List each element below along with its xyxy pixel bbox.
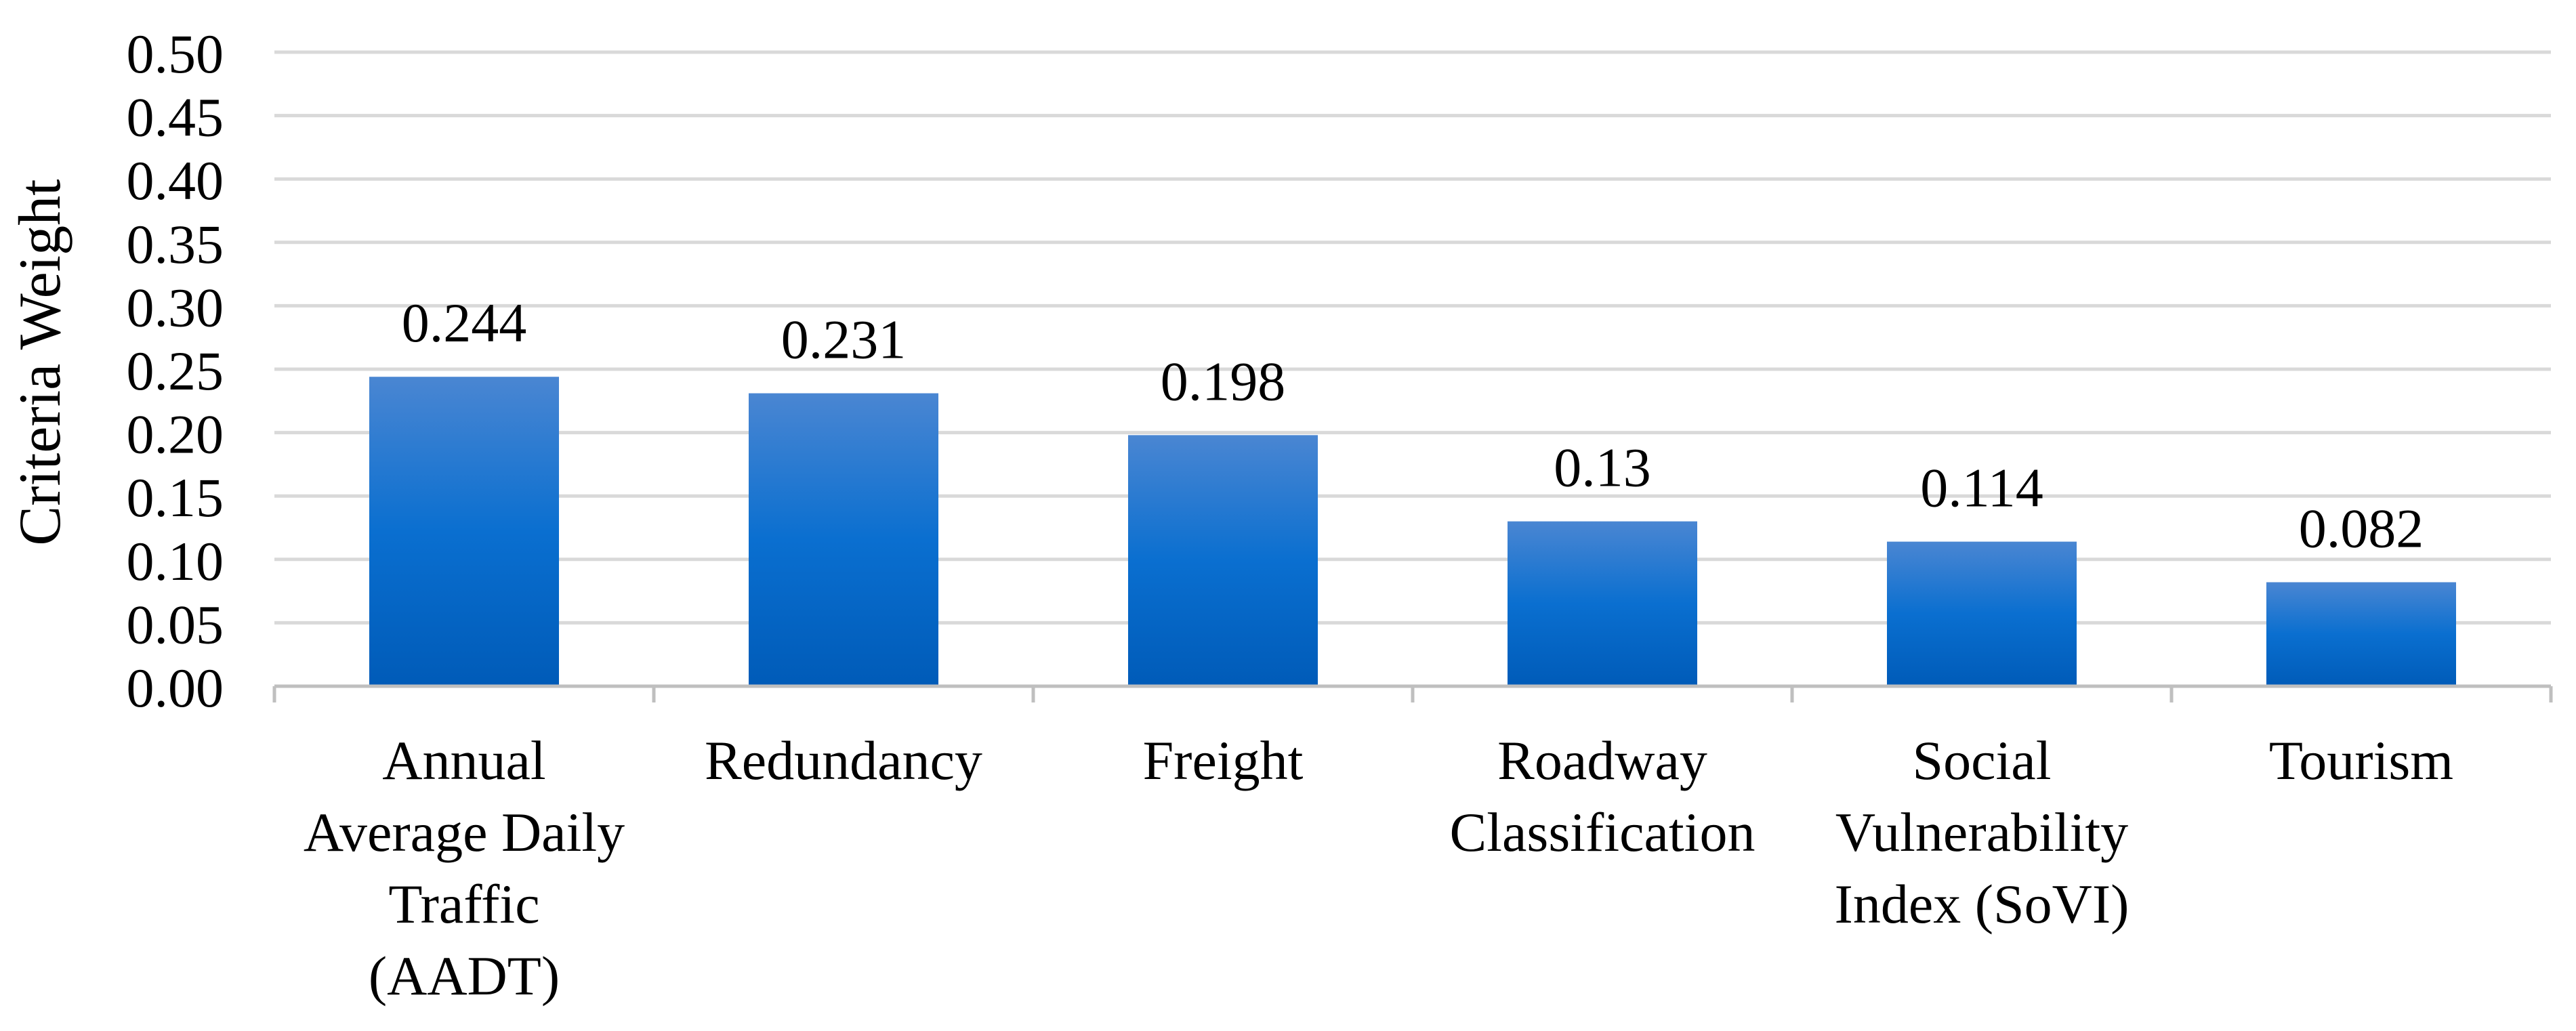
data-label: 0.114	[1920, 457, 2043, 519]
category-label-line: Roadway	[1497, 730, 1707, 791]
x-axis	[272, 684, 2553, 702]
bars	[369, 377, 2456, 686]
data-label: 0.198	[1161, 350, 1286, 412]
category-label: Social Vulnerability Index (SoVI)	[1835, 730, 2130, 935]
category-label-line: Tourism	[2269, 730, 2453, 791]
bar	[1128, 435, 1318, 686]
category-label-line: Social	[1913, 730, 2052, 791]
y-tick-label: 0.30	[127, 276, 224, 338]
category-label-line: Annual	[382, 730, 545, 791]
data-label: 0.13	[1554, 437, 1651, 499]
category-label: Freight	[1143, 730, 1304, 791]
y-tick-label: 0.15	[127, 467, 224, 528]
y-tick-labels: 0.000.050.100.150.200.250.300.350.400.45…	[127, 23, 224, 719]
y-tick-label: 0.10	[127, 530, 224, 592]
data-label: 0.231	[781, 309, 907, 371]
bar	[369, 377, 559, 686]
category-label-line: Index (SoVI)	[1835, 873, 2130, 935]
data-label: 0.244	[402, 292, 527, 354]
category-label: Annual Average Daily Traffic (AADT)	[304, 730, 625, 1007]
bar	[1508, 521, 1697, 686]
category-label-line: Average Daily	[304, 801, 625, 863]
bar	[749, 393, 938, 686]
value-labels: 0.244 0.231 0.198 0.13 0.114 0.082	[402, 292, 2424, 559]
gridlines	[274, 50, 2551, 625]
bar	[1887, 541, 2077, 686]
category-label-line: Classification	[1450, 801, 1756, 863]
category-label-line: Freight	[1143, 730, 1304, 791]
y-tick-label: 0.25	[127, 340, 224, 402]
category-label-line: (AADT)	[369, 945, 560, 1007]
y-tick-label: 0.40	[127, 150, 224, 211]
y-tick-label: 0.45	[127, 87, 224, 148]
y-tick-label: 0.50	[127, 23, 224, 85]
category-label: Roadway Classification	[1450, 730, 1756, 863]
category-label-line: Redundancy	[705, 730, 982, 791]
y-tick-label: 0.05	[127, 593, 224, 655]
y-axis-title: Criteria Weight	[7, 179, 73, 545]
y-tick-label: 0.00	[127, 657, 224, 719]
category-label-line: Traffic	[388, 873, 539, 935]
y-tick-label: 0.35	[127, 213, 224, 275]
y-tick-label: 0.20	[127, 404, 224, 465]
category-labels: Annual Average Daily Traffic (AADT) Redundan…	[304, 730, 2453, 1007]
category-label-line: Vulnerability	[1835, 801, 2128, 863]
data-label: 0.082	[2299, 497, 2424, 559]
bar	[2266, 582, 2456, 686]
category-label: Redundancy	[705, 730, 982, 791]
category-label: Tourism	[2269, 730, 2453, 791]
